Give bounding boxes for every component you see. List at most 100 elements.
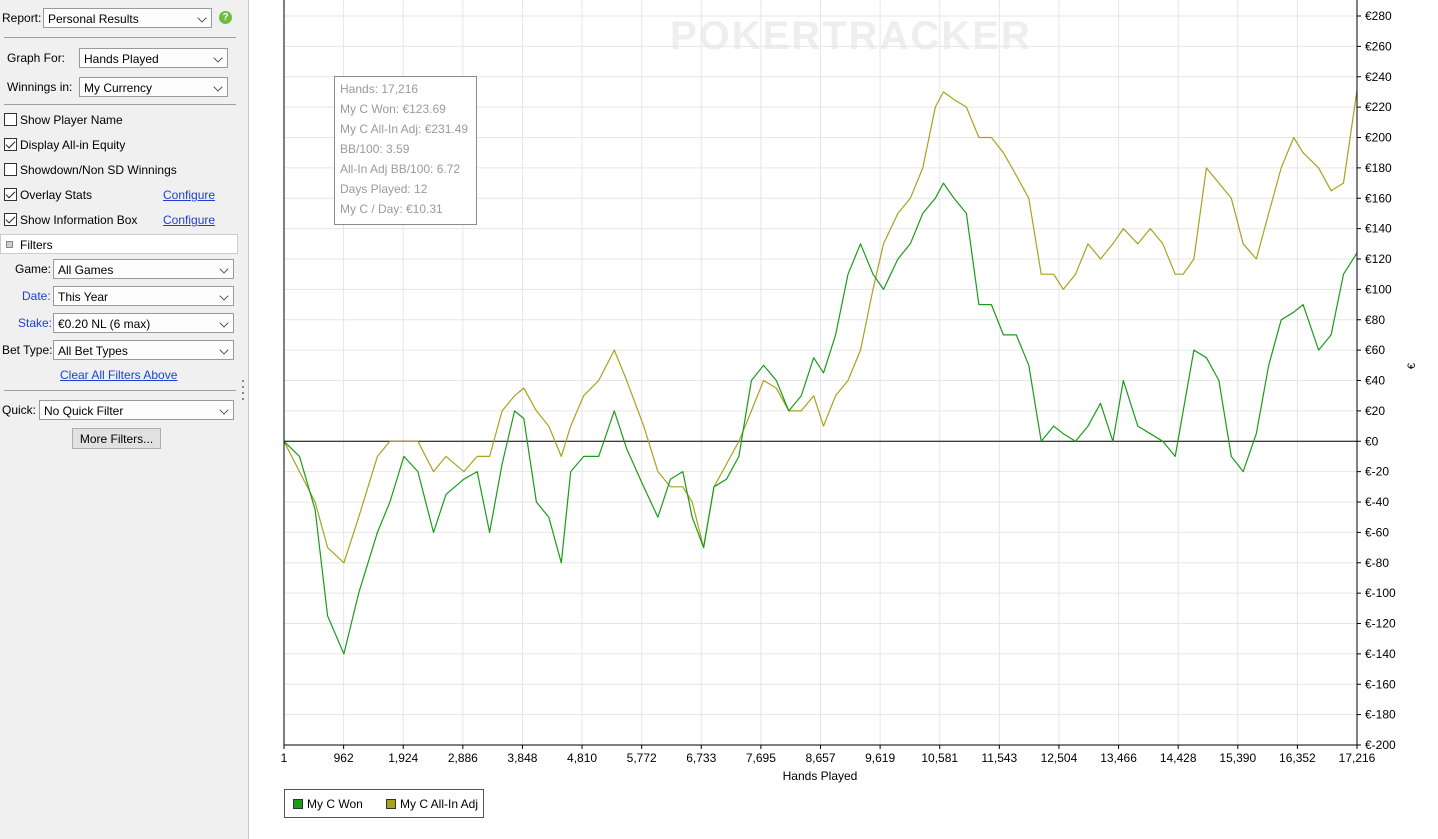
overlay-stats-checkbox[interactable] — [4, 188, 17, 201]
winnings-in-select[interactable]: My Currency — [79, 77, 228, 97]
graph-for-label: Graph For: — [7, 51, 66, 65]
information-box: Hands: 17,216 My C Won: €123.69 My C All… — [334, 76, 477, 225]
x-tick-label: 3,848 — [507, 751, 537, 765]
configure-info-box-link[interactable]: Configure — [163, 213, 216, 227]
checkbox-label: Showdown/Non SD Winnings — [20, 163, 177, 177]
filters-header[interactable]: Filters — [0, 234, 238, 254]
x-tick-label: 13,466 — [1100, 751, 1137, 765]
y-tick-label: €40 — [1365, 374, 1385, 388]
legend-item-allin: My C All-In Adj — [386, 797, 478, 811]
chevron-down-icon — [219, 291, 229, 301]
pokertracker-watermark: POKERTRACKER — [670, 14, 1032, 58]
help-icon[interactable]: ? — [219, 11, 232, 24]
y-axis-label: € — [1406, 363, 1418, 369]
date-label[interactable]: Date: — [22, 289, 51, 303]
grip-dot — [242, 380, 244, 382]
more-filters-button[interactable]: More Filters... — [72, 428, 161, 449]
chevron-down-icon — [219, 264, 229, 274]
y-tick-label: €-20 — [1365, 465, 1389, 479]
bet-type-label: Bet Type: — [2, 343, 53, 357]
configure-overlay-link[interactable]: Configure — [163, 188, 216, 202]
chevron-down-icon — [213, 82, 223, 92]
info-allin-adj: My C All-In Adj: €231.49 — [340, 122, 469, 136]
grip-dot — [242, 392, 244, 394]
info-hands: Hands: 17,216 — [340, 82, 419, 96]
report-label: Report: — [2, 11, 42, 25]
grip-dot — [242, 398, 244, 400]
y-axis-ticks: €280 €260 €240 €220 €200 €180 €160 €140 €120 €100… — [1356, 0, 1396, 752]
x-tick-label: 11,543 — [981, 751, 1017, 765]
x-tick-label: 10,581 — [921, 751, 958, 765]
checkbox-label: Show Player Name — [20, 113, 123, 127]
legend-swatch — [293, 799, 303, 809]
x-tick-label: 9,619 — [865, 751, 895, 765]
y-tick-label: €60 — [1365, 343, 1385, 357]
y-tick-label: €-40 — [1365, 495, 1389, 509]
info-per-day: My C / Day: €10.31 — [340, 202, 443, 216]
series-line-all-in-adj — [283, 90, 1358, 564]
game-label: Game: — [15, 262, 52, 276]
grip-dot — [242, 386, 244, 388]
chevron-down-icon — [213, 53, 223, 63]
y-tick-label: €260 — [1365, 39, 1392, 53]
report-select[interactable]: Personal Results — [43, 8, 212, 28]
x-tick-label: 6,733 — [686, 751, 716, 765]
y-tick-label: €-80 — [1365, 556, 1389, 570]
x-axis-label: Hands Played — [783, 769, 858, 783]
graph-for-select[interactable]: Hands Played — [79, 48, 228, 68]
chart-series — [283, 90, 1358, 655]
y-tick-label: €140 — [1365, 222, 1392, 236]
divider — [4, 390, 236, 391]
show-player-name-checkbox[interactable] — [4, 113, 17, 126]
y-tick-label: €-60 — [1365, 525, 1389, 539]
info-bb100: BB/100: 3.59 — [340, 142, 410, 156]
chevron-down-icon — [219, 405, 229, 415]
winnings-in-label: Winnings in: — [7, 80, 73, 94]
x-tick-label: 14,428 — [1160, 751, 1197, 765]
x-tick-label: 16,352 — [1279, 751, 1316, 765]
date-select[interactable]: This Year — [53, 286, 234, 306]
checkbox-label: Overlay Stats — [20, 188, 93, 202]
legend-swatch — [386, 799, 396, 809]
stake-label[interactable]: Stake: — [18, 316, 53, 330]
x-tick-label: 12,504 — [1041, 751, 1078, 765]
settings-sidebar: Report: Personal Results ? Graph For: Ha… — [0, 0, 240, 839]
y-tick-label: €180 — [1365, 161, 1392, 175]
show-information-box-checkbox[interactable] — [4, 213, 17, 226]
x-tick-label: 15,390 — [1219, 751, 1256, 765]
panel-splitter[interactable] — [240, 0, 249, 839]
series-line-my-c-won — [283, 182, 1358, 655]
game-select[interactable]: All Games — [53, 259, 234, 279]
stake-select[interactable]: €0.20 NL (6 max) — [53, 313, 234, 333]
x-tick-label: 17,216 — [1339, 751, 1376, 765]
filters-title: Filters — [20, 238, 53, 252]
info-won: My C Won: €123.69 — [340, 102, 446, 116]
y-tick-label: €0 — [1365, 434, 1379, 448]
x-tick-label: 1,924 — [388, 751, 418, 765]
y-tick-label: €80 — [1365, 313, 1385, 327]
x-tick-label: 1 — [281, 751, 288, 765]
y-tick-label: €-140 — [1365, 647, 1396, 661]
y-tick-label: €220 — [1365, 100, 1392, 114]
y-tick-label: €200 — [1365, 131, 1392, 145]
x-tick-label: 2,886 — [448, 751, 478, 765]
y-tick-label: €120 — [1365, 252, 1392, 266]
chevron-down-icon — [219, 345, 229, 355]
chevron-down-icon — [219, 318, 229, 328]
y-tick-label: €20 — [1365, 404, 1385, 418]
y-tick-label: €240 — [1365, 70, 1392, 84]
x-tick-label: 7,695 — [746, 751, 776, 765]
divider — [4, 37, 236, 38]
chart-legend: My C Won My C All-In Adj — [284, 789, 484, 818]
y-tick-label: €-100 — [1365, 586, 1396, 600]
display-all-in-equity-checkbox[interactable] — [4, 138, 17, 151]
x-tick-label: 5,772 — [627, 751, 657, 765]
showdown-winnings-checkbox[interactable] — [4, 163, 17, 176]
quick-filter-select[interactable]: No Quick Filter — [39, 400, 234, 420]
quick-label: Quick: — [2, 403, 37, 417]
y-tick-label: €-200 — [1365, 738, 1396, 752]
clear-filters-link[interactable]: Clear All Filters Above — [60, 368, 178, 382]
bet-type-select[interactable]: All Bet Types — [53, 340, 234, 360]
info-days-played: Days Played: 12 — [340, 182, 428, 196]
y-tick-label: €100 — [1365, 282, 1392, 296]
